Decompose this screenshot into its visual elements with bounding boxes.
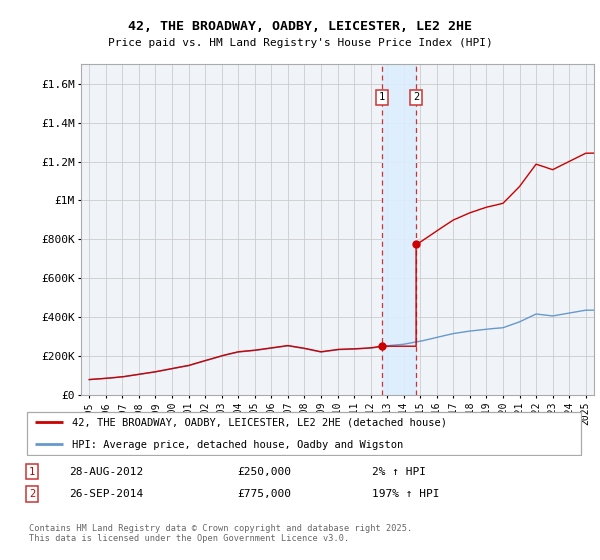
Text: 1: 1 bbox=[379, 92, 385, 102]
Text: £775,000: £775,000 bbox=[237, 489, 291, 499]
Bar bbox=[382, 64, 416, 395]
Text: 26-SEP-2014: 26-SEP-2014 bbox=[69, 489, 143, 499]
Text: £250,000: £250,000 bbox=[237, 466, 291, 477]
Text: 42, THE BROADWAY, OADBY, LEICESTER, LE2 2HE (detached house): 42, THE BROADWAY, OADBY, LEICESTER, LE2 … bbox=[71, 418, 446, 428]
FancyBboxPatch shape bbox=[27, 412, 581, 455]
Text: 2: 2 bbox=[29, 489, 35, 499]
Text: 42, THE BROADWAY, OADBY, LEICESTER, LE2 2HE: 42, THE BROADWAY, OADBY, LEICESTER, LE2 … bbox=[128, 20, 472, 32]
Text: 2% ↑ HPI: 2% ↑ HPI bbox=[372, 466, 426, 477]
Text: Contains HM Land Registry data © Crown copyright and database right 2025.
This d: Contains HM Land Registry data © Crown c… bbox=[29, 524, 412, 543]
Text: 28-AUG-2012: 28-AUG-2012 bbox=[69, 466, 143, 477]
Text: 2: 2 bbox=[413, 92, 419, 102]
Text: HPI: Average price, detached house, Oadby and Wigston: HPI: Average price, detached house, Oadb… bbox=[71, 440, 403, 450]
Text: Price paid vs. HM Land Registry's House Price Index (HPI): Price paid vs. HM Land Registry's House … bbox=[107, 38, 493, 48]
Text: 197% ↑ HPI: 197% ↑ HPI bbox=[372, 489, 439, 499]
Text: 1: 1 bbox=[29, 466, 35, 477]
